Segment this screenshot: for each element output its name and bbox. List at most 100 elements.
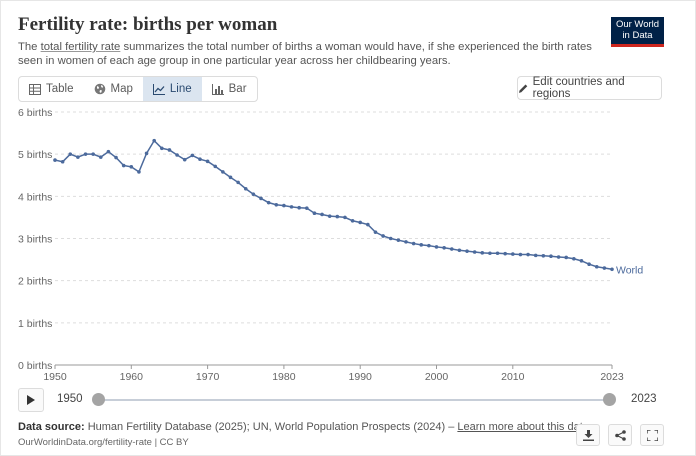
timeline-controls: 1950 2023 xyxy=(18,388,678,412)
data-point[interactable] xyxy=(289,205,294,209)
data-point[interactable] xyxy=(388,236,393,241)
learn-more-link[interactable]: Learn more about this data xyxy=(457,421,589,433)
data-point[interactable] xyxy=(396,238,401,242)
data-point[interactable] xyxy=(480,251,485,255)
tab-table[interactable]: Table xyxy=(19,77,84,101)
data-point[interactable] xyxy=(434,245,439,249)
owid-logo[interactable]: Our World in Data xyxy=(611,17,664,47)
data-point[interactable] xyxy=(366,222,370,227)
data-point[interactable] xyxy=(266,200,271,205)
data-point[interactable] xyxy=(511,252,515,256)
data-point[interactable] xyxy=(587,262,591,267)
data-point[interactable] xyxy=(213,164,218,169)
data-point[interactable] xyxy=(144,151,149,156)
data-point[interactable] xyxy=(114,155,118,160)
data-source: Data source: Human Fertility Database (2… xyxy=(18,421,589,433)
data-source-label: Data source: xyxy=(18,421,85,433)
data-point[interactable] xyxy=(243,186,248,191)
data-point[interactable] xyxy=(251,192,256,197)
total-fertility-rate-link[interactable]: total fertility rate xyxy=(40,41,121,53)
y-tick-label: 0 births xyxy=(18,360,52,372)
data-point[interactable] xyxy=(488,251,492,256)
data-point[interactable] xyxy=(259,196,263,201)
data-point[interactable] xyxy=(350,218,355,223)
timeline-track[interactable] xyxy=(99,399,609,401)
data-point[interactable] xyxy=(579,259,584,263)
data-point[interactable] xyxy=(518,252,523,257)
edit-countries-button[interactable]: Edit countries and regions xyxy=(517,76,662,100)
data-point[interactable] xyxy=(495,251,500,256)
data-point[interactable] xyxy=(121,163,126,168)
timeline-end-handle[interactable] xyxy=(603,393,616,406)
data-point[interactable] xyxy=(190,153,195,158)
data-point[interactable] xyxy=(167,148,172,152)
x-tick-label: 1990 xyxy=(349,371,373,383)
data-point[interactable] xyxy=(60,159,65,164)
play-icon xyxy=(27,395,35,405)
tab-map[interactable]: Map xyxy=(84,77,143,101)
data-point[interactable] xyxy=(373,230,378,234)
data-point[interactable] xyxy=(381,234,385,238)
data-point[interactable] xyxy=(98,155,103,159)
data-point[interactable] xyxy=(274,202,279,207)
data-point[interactable] xyxy=(404,240,408,244)
data-point[interactable] xyxy=(320,212,324,217)
data-point[interactable] xyxy=(465,249,469,253)
data-point[interactable] xyxy=(83,152,88,156)
data-point[interactable] xyxy=(457,248,462,253)
data-point[interactable] xyxy=(106,149,111,154)
data-point[interactable] xyxy=(358,220,363,225)
data-point[interactable] xyxy=(472,250,477,254)
data-point[interactable] xyxy=(282,203,286,208)
data-point[interactable] xyxy=(312,211,317,215)
edit-countries-label: Edit countries and regions xyxy=(532,76,625,100)
y-tick-label: 3 births xyxy=(18,234,52,246)
data-point[interactable] xyxy=(175,153,179,157)
data-point[interactable] xyxy=(304,206,309,210)
data-point[interactable] xyxy=(549,254,553,259)
chart-subtitle: The total fertility rate summarizes the … xyxy=(18,40,593,68)
data-point[interactable] xyxy=(129,165,134,169)
data-point[interactable] xyxy=(541,253,546,258)
data-point[interactable] xyxy=(556,255,561,259)
download-button[interactable] xyxy=(576,424,600,446)
timeline-start-handle[interactable] xyxy=(92,393,105,406)
data-point[interactable] xyxy=(205,159,210,164)
data-point[interactable] xyxy=(137,170,141,174)
fullscreen-button[interactable] xyxy=(640,424,664,446)
data-point[interactable] xyxy=(564,255,569,260)
data-point[interactable] xyxy=(221,170,225,174)
data-point[interactable] xyxy=(449,247,454,251)
data-point[interactable] xyxy=(419,243,424,247)
tab-line[interactable]: Line xyxy=(142,77,202,101)
data-point[interactable] xyxy=(427,243,431,248)
data-point[interactable] xyxy=(594,264,599,269)
data-point[interactable] xyxy=(602,266,607,270)
data-point[interactable] xyxy=(198,157,202,162)
data-point[interactable] xyxy=(533,253,538,258)
data-point[interactable] xyxy=(182,157,187,162)
data-point[interactable] xyxy=(343,215,347,220)
data-point[interactable] xyxy=(160,146,164,151)
data-point[interactable] xyxy=(335,214,340,219)
data-point[interactable] xyxy=(327,214,332,218)
data-point[interactable] xyxy=(76,155,80,159)
data-point[interactable] xyxy=(610,267,614,272)
data-point[interactable] xyxy=(228,175,233,180)
play-button[interactable] xyxy=(18,388,44,412)
series-label-world[interactable]: World xyxy=(616,264,643,276)
data-point[interactable] xyxy=(526,252,530,257)
data-point[interactable] xyxy=(91,152,95,156)
data-point[interactable] xyxy=(503,251,507,256)
data-point[interactable] xyxy=(68,152,73,156)
data-point[interactable] xyxy=(442,245,446,250)
data-point[interactable] xyxy=(53,158,57,162)
x-tick-label: 2000 xyxy=(425,371,449,383)
tab-bar[interactable]: Bar xyxy=(202,77,257,101)
data-point[interactable] xyxy=(572,256,576,261)
share-button[interactable] xyxy=(608,424,632,446)
data-point[interactable] xyxy=(411,241,416,246)
data-point[interactable] xyxy=(297,205,301,210)
data-point[interactable] xyxy=(236,180,240,185)
data-point[interactable] xyxy=(152,138,156,143)
